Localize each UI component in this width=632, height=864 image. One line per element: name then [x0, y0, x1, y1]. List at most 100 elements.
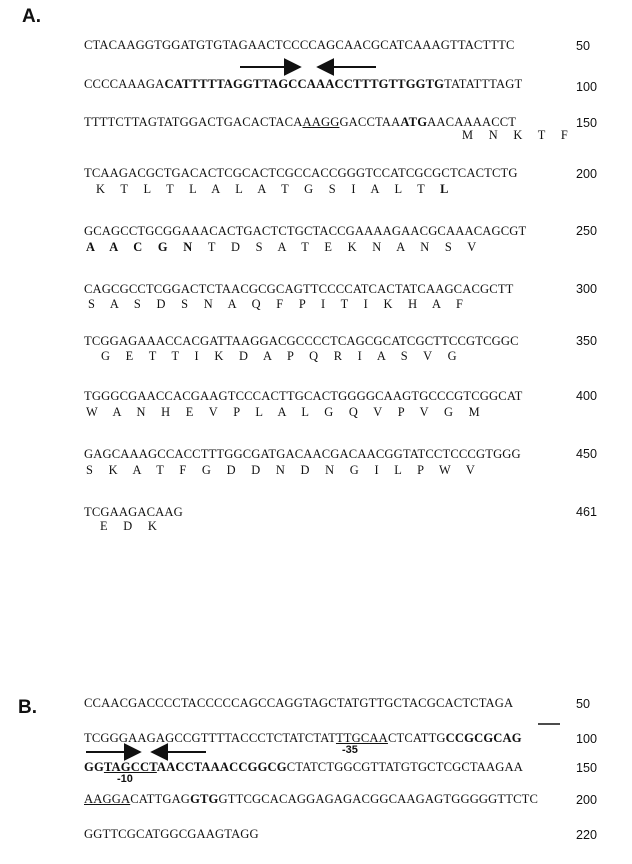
amino-acid: V [467, 240, 483, 254]
seq-segment: ATG [400, 115, 428, 129]
amino-acid: D [230, 240, 256, 254]
amino-acid: T [417, 182, 441, 196]
seq-segment: TCGGGAAGAGCCGTTTTACCCTCTATCTAT [84, 731, 336, 745]
amino-acid: A [86, 240, 110, 254]
seq-line: TCGAAGACAAG [84, 505, 183, 520]
seq-line: CTACAAGGTGGATGTGTAGAACTCCCCAGCAACGCATCAA… [84, 38, 515, 53]
seq-segment: CTCATTG [387, 731, 446, 745]
amino-acid: A [109, 240, 134, 254]
minus-35-label: -35 [342, 744, 358, 756]
position-number: 100 [576, 732, 598, 746]
amino-acid: N [372, 240, 397, 254]
amino-acid: A [257, 182, 282, 196]
amino-acid: L [143, 182, 167, 196]
amino-acid: E [324, 240, 348, 254]
amino-acid: L [189, 182, 212, 196]
amino-acid: A [277, 240, 302, 254]
seq-line: GGTAGCCTAACCTAAACCGGCGCTATCTGGCGTTATGTGC… [84, 760, 523, 775]
position-number: 450 [576, 447, 598, 461]
amino-acid: T [281, 182, 305, 196]
amino-acid: N [183, 240, 208, 254]
amino-acid: K [347, 240, 373, 254]
position-number: 250 [576, 224, 598, 238]
seq-segment: CCCCAAAGA [84, 77, 165, 91]
position-number: 50 [576, 39, 591, 53]
amino-acid: A [370, 182, 395, 196]
seq-segment: GG [84, 760, 104, 774]
seq-segment: AACCTAAACCGGCG [156, 760, 287, 774]
amino-acid-line: E D K [100, 519, 164, 533]
seq-segment: CAGCGCCTCGGACTCTAACGCGCAGTTCCCCATCACTATC… [84, 282, 514, 296]
seq-segment: GTTCGCACAGGAGAGACGGCAAGAGTGGGGGTTCTC [218, 792, 539, 806]
amino-acid: G [304, 182, 329, 196]
seq-segment: CTATCTGGCGTTATGTGCTCGCTAAGAA [286, 760, 523, 774]
seq-segment: CATTGAG [130, 792, 191, 806]
seq-segment: TATATTTAGT [444, 77, 523, 91]
seq-line: CCCCAAAGACATTTTTAGGTTAGCCAAACCTTTGTTGGTG… [84, 77, 522, 92]
seq-segment: TGGGCGAACCACGAAGTCCCACTTGCACTGGGGCAAGTGC… [84, 389, 523, 403]
seq-segment: TTTTCTTAGTATGGACTGACACTACA [84, 115, 303, 129]
position-number: 300 [576, 282, 598, 296]
position-number: 200 [576, 793, 598, 807]
panel-b-label: B. [18, 697, 37, 718]
seq-line: TCAAGACGCTGACACTCGCACTCGCCACCGGGTCCATCGC… [84, 166, 518, 181]
position-number: 220 [576, 828, 598, 842]
seq-line: GAGCAAAGCCACCTTTGGCGATGACAACGACAACGGTATC… [84, 447, 521, 462]
seq-segment: GACCTAA [339, 115, 401, 129]
seq-line: TTTTCTTAGTATGGACTGACACTACAAAGGGACCTAAATG… [84, 115, 516, 130]
amino-acid-line: M N K T F [462, 128, 575, 142]
seq-segment: TAGCCT [103, 760, 157, 774]
seq-segment: TTGCAA [335, 731, 388, 745]
amino-acid-line: A A C G N T D S A T E K N A N S V [86, 240, 482, 255]
amino-acid: K [96, 182, 121, 196]
minus-10-label: -10 [117, 773, 133, 785]
amino-acid: L [394, 182, 418, 196]
seq-segment: CATTTTTAGGTTAGCCAAACCTTTGTTGGTG [164, 77, 445, 91]
seq-segment: GCAGCCTGCGGAAACACTGACTCTGCTACCGAAAAGAACG… [84, 224, 527, 238]
amino-acid-line: S K A T F G D D N D N G I L P W V [86, 463, 482, 477]
amino-acid: T [301, 240, 325, 254]
amino-acid: T [166, 182, 190, 196]
amino-acid: S [255, 240, 278, 254]
seq-segment: GTG [190, 792, 219, 806]
position-number: 150 [576, 761, 598, 775]
seq-line: CAGCGCCTCGGACTCTAACGCGCAGTTCCCCATCACTATC… [84, 282, 514, 297]
amino-acid: T [207, 240, 231, 254]
amino-acid: L [440, 182, 455, 196]
amino-acid: G [157, 240, 184, 254]
position-number: 150 [576, 116, 598, 130]
amino-acid: N [420, 240, 445, 254]
seq-segment: TCAAGACGCTGACACTCGCACTCGCCACCGGGTCCATCGC… [84, 166, 518, 180]
amino-acid-line: W A N H E V P L A L G Q V P V G M [86, 405, 486, 419]
seq-segment: AAGG [302, 115, 340, 129]
amino-acid: L [235, 182, 258, 196]
seq-segment: CTACAAGGTGGATGTGTAGAACTCCCCAGCAACGCATCAA… [84, 38, 515, 52]
seq-line: TGGGCGAACCACGAAGTCCCACTTGCACTGGGGCAAGTGC… [84, 389, 523, 404]
seq-line: GGTTCGCATGGCGAAGTAGG [84, 827, 259, 842]
position-number: 100 [576, 80, 598, 94]
amino-acid-line: G E T T I K D A P Q R I A S V G [101, 349, 463, 363]
amino-acid: S [444, 240, 468, 254]
seq-segment: CCGCGCAG [445, 731, 522, 745]
amino-acid: T [120, 182, 144, 196]
seq-segment: CCAACGACCCCTACCCCCAGCCAGGTAGCTATGTTGCTAC… [84, 696, 514, 710]
position-number: 461 [576, 505, 598, 519]
position-number: 400 [576, 389, 598, 403]
seq-segment: AAGGA [84, 792, 131, 806]
seq-line: AAGGACATTGAGGTGGTTCGCACAGGAGAGACGGCAAGAG… [84, 792, 538, 807]
seq-line: CCAACGACCCCTACCCCCAGCCAGGTAGCTATGTTGCTAC… [84, 696, 513, 711]
amino-acid: A [211, 182, 236, 196]
seq-line: GCAGCCTGCGGAAACACTGACTCTGCTACCGAAAAGAACG… [84, 224, 526, 239]
amino-acid: I [351, 182, 371, 196]
amino-acid-line: K T L T L A L A T G S I A L T L [96, 182, 455, 197]
seq-line: TCGGAGAAACCACGATTAAGGACGCCCCTCAGCGCATCGC… [84, 334, 519, 349]
amino-acid: C [133, 240, 158, 254]
seq-segment: TCGAAGACAAG [84, 505, 183, 519]
position-number: 350 [576, 334, 598, 348]
amino-acid: A [396, 240, 421, 254]
amino-acid: S [328, 182, 352, 196]
position-number: 200 [576, 167, 598, 181]
panel-a-label: A. [22, 6, 41, 27]
amino-acid-line: S A S D S N A Q F P I T I K H A F [88, 297, 470, 311]
seq-segment: GAGCAAAGCCACCTTTGGCGATGACAACGACAACGGTATC… [84, 447, 521, 461]
